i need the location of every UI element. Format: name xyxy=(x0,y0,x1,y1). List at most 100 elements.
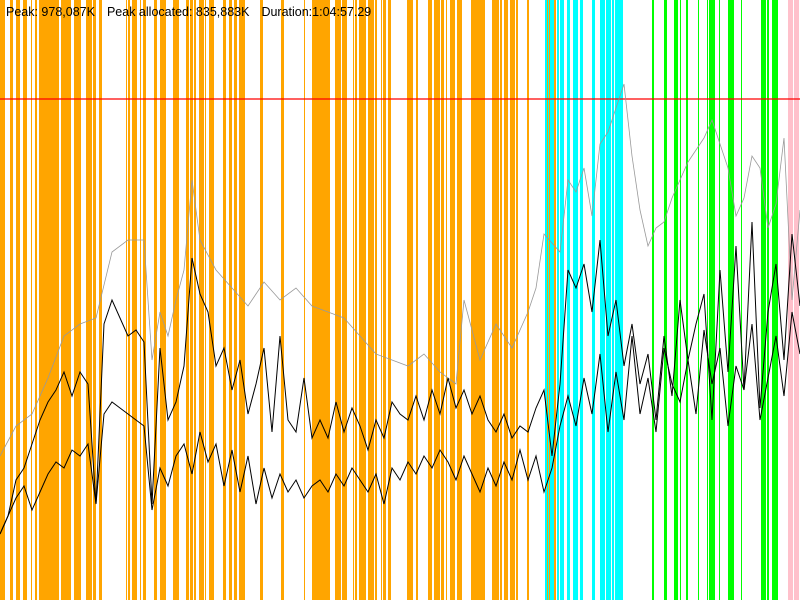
phase-stripe-green xyxy=(698,0,699,600)
phase-stripe-orange xyxy=(381,0,382,600)
phase-stripe-orange xyxy=(74,0,78,600)
phase-stripe-green xyxy=(772,0,778,600)
phase-stripe-green xyxy=(761,0,766,600)
phase-stripe-green xyxy=(686,0,688,600)
phase-stripe-cyan xyxy=(600,0,605,600)
phase-stripe-orange xyxy=(342,0,347,600)
phase-stripe-orange xyxy=(461,0,462,600)
phase-stripe-orange xyxy=(471,0,477,600)
phase-stripe-orange xyxy=(312,0,317,600)
phase-stripe-orange xyxy=(407,0,408,600)
phase-stripe-orange xyxy=(368,0,374,600)
phase-stripe-pink xyxy=(794,0,799,600)
phase-stripe-cyan xyxy=(573,0,578,600)
phase-stripe-orange xyxy=(61,0,67,600)
phase-stripe-orange xyxy=(93,0,96,600)
phase-stripe-orange xyxy=(504,0,508,600)
series-line-2 xyxy=(0,221,800,535)
phase-stripe-orange xyxy=(35,0,37,600)
phase-stripe-orange xyxy=(234,0,237,600)
phase-stripe-orange xyxy=(416,0,418,600)
phase-stripe-orange xyxy=(16,0,20,600)
phase-stripe-orange xyxy=(0,0,3,600)
phase-stripe-orange xyxy=(335,0,341,600)
phase-stripe-green xyxy=(719,0,720,600)
phase-stripe-orange xyxy=(23,0,27,600)
phase-stripe-orange xyxy=(434,0,440,600)
phase-stripe-orange xyxy=(510,0,514,600)
phase-stripe-orange xyxy=(67,0,71,600)
phase-stripe-orange xyxy=(199,0,200,600)
phase-stripe-orange xyxy=(483,0,485,600)
phase-stripe-orange xyxy=(31,0,32,600)
phase-stripe-orange xyxy=(128,0,130,600)
phase-stripe-orange xyxy=(205,0,206,600)
stats-header: Peak: 978,087K Peak allocated: 835,883K Du… xyxy=(6,5,383,20)
phase-stripe-orange xyxy=(428,0,432,600)
phase-stripe-orange xyxy=(388,0,391,600)
phase-stripe-orange xyxy=(230,0,232,600)
phase-stripe-orange xyxy=(209,0,214,600)
phase-stripe-orange xyxy=(477,0,483,600)
phase-stripe-orange xyxy=(514,0,515,600)
phase-stripe-green xyxy=(674,0,678,600)
phase-stripe-orange xyxy=(492,0,496,600)
phase-stripe-cyan xyxy=(548,0,549,600)
phase-stripe-orange xyxy=(3,0,5,600)
phase-stripe-orange xyxy=(78,0,81,600)
phase-stripe-green xyxy=(728,0,734,600)
phase-stripe-orange xyxy=(408,0,413,600)
phase-stripe-orange xyxy=(194,0,196,600)
phase-stripe-orange xyxy=(190,0,193,600)
series-line-1 xyxy=(0,83,800,457)
phase-stripe-orange xyxy=(327,0,330,600)
peak-allocated-label: Peak allocated: 835,883K xyxy=(106,5,250,19)
phase-stripe-orange xyxy=(457,0,461,600)
phase-stripe-green xyxy=(741,0,742,600)
phase-stripe-orange xyxy=(517,0,518,600)
phase-stripe-orange xyxy=(383,0,386,600)
phase-stripe-orange xyxy=(527,0,529,600)
duration-label: Duration:1:04:57.29 xyxy=(261,5,372,19)
phase-stripe-green xyxy=(767,0,769,600)
phase-stripe-orange xyxy=(361,0,366,600)
phase-stripe-cyan xyxy=(561,0,564,600)
phase-stripe-orange xyxy=(239,0,245,600)
phase-stripe-orange xyxy=(446,0,447,600)
phase-stripe-orange xyxy=(173,0,178,600)
series-lines xyxy=(0,83,800,535)
phase-stripe-green xyxy=(664,0,667,600)
phase-stripe-orange xyxy=(441,0,444,600)
phase-stripe-orange xyxy=(223,0,226,600)
phase-stripe-cyan xyxy=(620,0,623,600)
phase-stripe-cyan xyxy=(560,0,561,600)
phase-stripe-orange xyxy=(200,0,204,600)
phase-stripe-cyan xyxy=(557,0,558,600)
phase-stripe-orange xyxy=(132,0,137,600)
phase-stripe-orange xyxy=(160,0,166,600)
phase-stripe-orange xyxy=(353,0,354,600)
phase-stripe-orange xyxy=(44,0,50,600)
phase-stripe-orange xyxy=(317,0,321,600)
series-line-3 xyxy=(0,311,800,535)
phase-stripe-cyan xyxy=(580,0,583,600)
phase-stripe-orange xyxy=(178,0,179,600)
phase-stripe-orange xyxy=(375,0,377,600)
phase-stripe-orange xyxy=(143,0,146,600)
phase-stripe-orange xyxy=(304,0,305,600)
phase-stripe-orange xyxy=(260,0,263,600)
phase-stripe-orange xyxy=(140,0,141,600)
phase-stripe-orange xyxy=(126,0,127,600)
phase-stripe-cyan xyxy=(550,0,554,600)
peak-label: Peak: 978,087K xyxy=(6,5,95,19)
phase-stripe-cyan xyxy=(606,0,611,600)
phase-stripe-orange xyxy=(321,0,327,600)
phase-stripe-cyan xyxy=(558,0,559,600)
phase-stripe-orange xyxy=(516,0,517,600)
phase-stripe-orange xyxy=(450,0,455,600)
phase-stripe-orange xyxy=(86,0,92,600)
phase-stripe-green xyxy=(709,0,715,600)
phase-stripe-orange xyxy=(154,0,157,600)
